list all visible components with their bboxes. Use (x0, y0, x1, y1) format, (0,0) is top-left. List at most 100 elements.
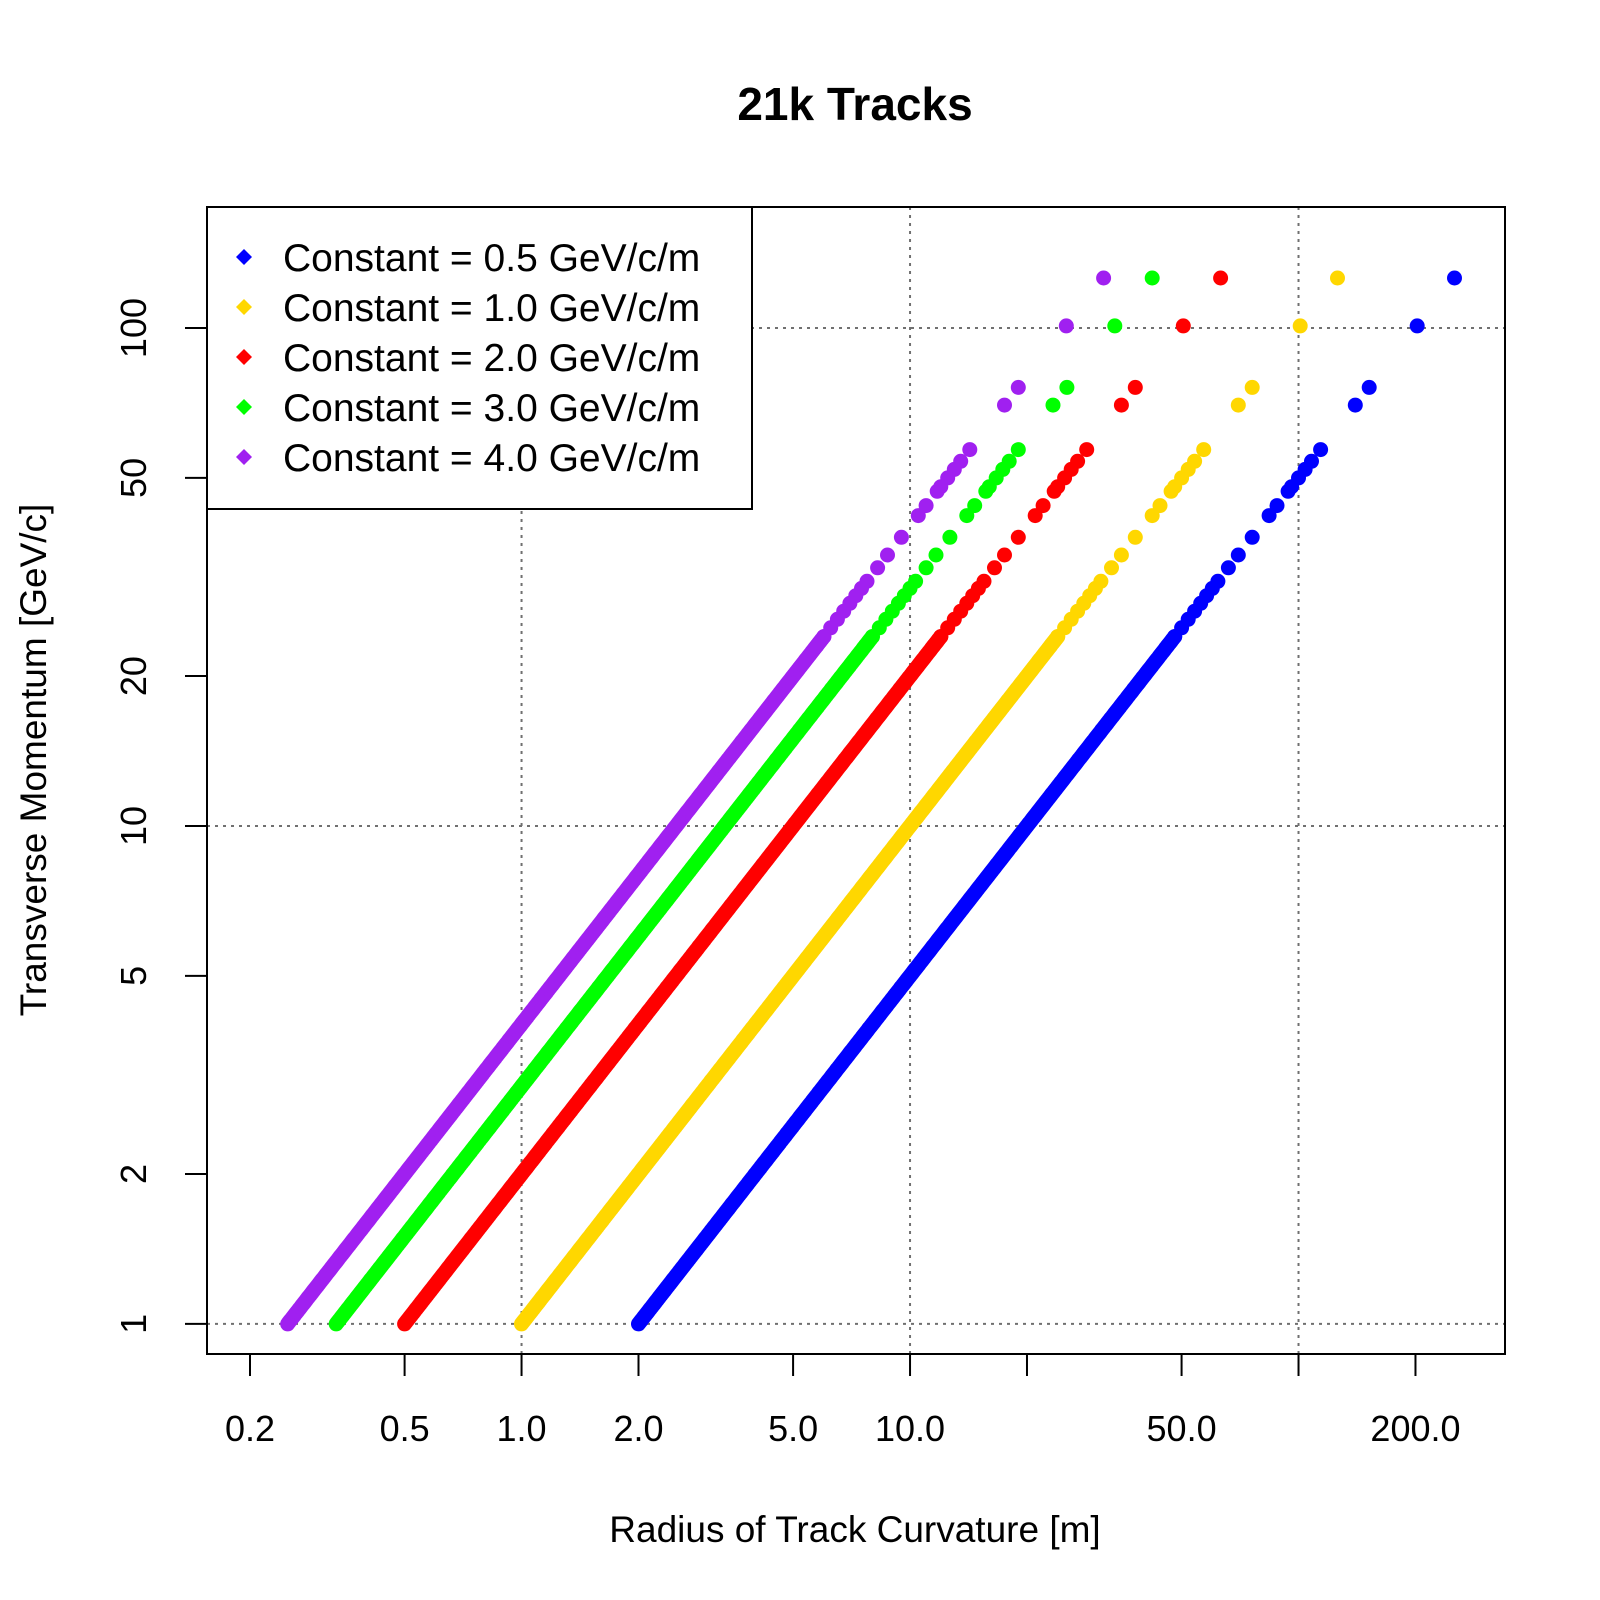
data-point (1144, 270, 1160, 286)
data-point (1160, 638, 1175, 654)
data-point (987, 560, 1002, 576)
data-point (1079, 442, 1095, 458)
data-point (1010, 379, 1026, 395)
legend-label: Constant = 4.0 GeV/c/m (283, 437, 700, 480)
x-tick-label: 0.5 (380, 1408, 430, 1449)
data-point (1213, 270, 1229, 286)
data-point (1361, 379, 1377, 395)
data-point (1292, 318, 1308, 334)
x-tick-label: 1.0 (497, 1408, 547, 1449)
legend-item: Constant = 0.5 GeV/c/m (236, 237, 700, 280)
data-point (928, 547, 944, 563)
legend-box (206, 206, 753, 510)
data-point (997, 397, 1012, 413)
y-tick-label: 50 (113, 458, 154, 498)
data-points (280, 270, 1462, 1332)
data-point (1045, 397, 1061, 413)
data-point (1010, 529, 1026, 545)
data-point (880, 547, 895, 563)
legend-marker (236, 399, 252, 415)
legend-item: Constant = 2.0 GeV/c/m (236, 337, 700, 380)
legend-label: Constant = 2.0 GeV/c/m (283, 337, 700, 380)
data-point (978, 483, 994, 499)
series-3 (397, 270, 1229, 1332)
y-tick-label: 2 (113, 1164, 154, 1184)
data-point (1113, 547, 1129, 563)
series-4 (328, 270, 1160, 1332)
data-point (1096, 270, 1112, 286)
data-point (809, 638, 825, 654)
data-point (1220, 560, 1236, 576)
data-point (1010, 442, 1026, 458)
data-point (1269, 498, 1285, 514)
legend-marker (236, 349, 252, 365)
data-point (1113, 397, 1129, 413)
data-point (1244, 529, 1260, 545)
data-point (1027, 508, 1043, 524)
data-point (1261, 508, 1277, 524)
x-tick-label: 2.0 (613, 1408, 663, 1449)
data-point (1196, 442, 1212, 458)
series-1 (631, 270, 1462, 1332)
x-tick-label: 5.0 (768, 1408, 818, 1449)
chart-title: 21k Tracks (737, 78, 972, 130)
y-tick-label: 100 (113, 298, 154, 358)
x-axis: 0.2 0.5 1.0 2.0 5.0 10.0 50.0 200.0 (225, 1353, 1461, 1449)
data-point (967, 498, 983, 514)
legend-marker (236, 299, 252, 315)
x-axis-label: Radius of Track Curvature [m] (609, 1509, 1100, 1550)
legend-item: Constant = 3.0 GeV/c/m (236, 387, 700, 430)
data-point (1313, 442, 1329, 458)
data-point (1280, 483, 1296, 499)
legend-item: Constant = 4.0 GeV/c/m (236, 437, 700, 480)
data-point (997, 547, 1012, 563)
x-tick-label: 0.2 (225, 1408, 275, 1449)
data-point (1035, 498, 1051, 514)
data-point (1347, 397, 1363, 413)
y-tick-label: 5 (113, 966, 154, 986)
data-point (857, 638, 873, 654)
data-point (1059, 379, 1075, 395)
data-point (962, 442, 978, 458)
y-axis-label: Transverse Momentum [GeV/c] (13, 504, 54, 1017)
y-tick-label: 10 (113, 806, 154, 846)
data-point (929, 483, 945, 499)
data-point (1127, 529, 1143, 545)
legend-label: Constant = 1.0 GeV/c/m (283, 287, 700, 330)
y-tick-label: 1 (113, 1314, 154, 1334)
data-point (918, 560, 934, 576)
data-point (1175, 318, 1191, 334)
data-point (1163, 483, 1179, 499)
data-point (910, 508, 926, 524)
legend: Constant = 0.5 GeV/c/m Constant = 1.0 GeV… (206, 206, 753, 510)
series-5 (280, 270, 1112, 1332)
data-point (1127, 379, 1143, 395)
data-point (1330, 270, 1345, 286)
y-tick-label: 20 (113, 656, 154, 696)
data-point (1104, 560, 1119, 576)
data-point (1447, 270, 1462, 286)
legend-marker (236, 249, 252, 265)
data-point (1230, 397, 1246, 413)
y-axis: 1 2 5 10 20 50 100 (113, 298, 208, 1334)
data-point (1046, 483, 1062, 499)
data-point (1244, 379, 1260, 395)
series-2 (514, 270, 1345, 1332)
data-point (1144, 508, 1160, 524)
legend-item: Constant = 1.0 GeV/c/m (236, 287, 700, 330)
data-point (870, 560, 886, 576)
legend-label: Constant = 0.5 GeV/c/m (283, 237, 700, 280)
data-point (893, 529, 909, 545)
data-point (1409, 318, 1425, 334)
data-point (959, 508, 975, 524)
x-tick-label: 200.0 (1370, 1408, 1460, 1449)
data-point (926, 638, 942, 654)
data-point (1230, 547, 1246, 563)
data-point (1043, 638, 1059, 654)
legend-marker (236, 449, 252, 465)
data-point (1107, 318, 1123, 334)
data-point (1058, 318, 1074, 334)
x-tick-label: 50.0 (1147, 1408, 1217, 1449)
x-tick-label: 10.0 (875, 1408, 945, 1449)
